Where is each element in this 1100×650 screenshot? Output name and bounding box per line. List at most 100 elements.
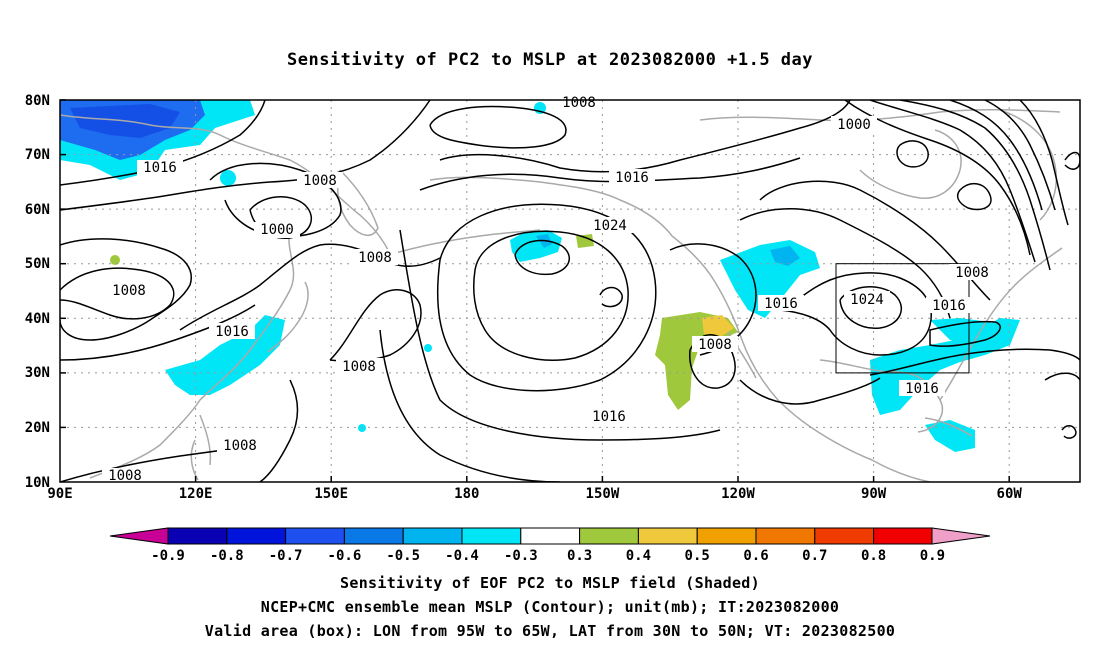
lon-label: 180: [454, 486, 479, 502]
colorbar-cell: [520, 527, 581, 545]
contour-line: [599, 286, 623, 308]
lon-label: 90W: [861, 486, 887, 502]
lon-label: 60W: [997, 486, 1023, 502]
contour-line: [1061, 425, 1077, 439]
map-frame: [59, 99, 1081, 483]
contour-line: [949, 100, 1043, 211]
caption-line-3: Valid area (box): LON from 95W to 65W, L…: [204, 622, 896, 640]
contour-line: [896, 140, 929, 168]
contour-label: 1008: [358, 250, 392, 266]
lat-label: 60N: [25, 202, 50, 218]
contour-label: 1008: [955, 265, 989, 281]
contour-line: [1044, 372, 1080, 381]
shade-atlantic-cyan: [930, 318, 1005, 345]
contour-label: 1008: [562, 95, 596, 111]
colorbar-label: -0.7: [269, 548, 303, 564]
chart-title: Sensitivity of PC2 to MSLP at 2023082000…: [286, 50, 813, 70]
lon-label: 150W: [586, 486, 620, 502]
contour-line: [739, 377, 881, 405]
colorbar-cell: [461, 527, 522, 545]
coast-na-west: [671, 235, 813, 429]
lat-label: 50N: [25, 256, 50, 272]
colorbar-label: -0.3: [504, 548, 538, 564]
lat-label: 70N: [25, 147, 50, 163]
contour-label: 1016: [905, 381, 939, 397]
contour-line: [956, 183, 992, 211]
contour-label: 1016: [764, 296, 798, 312]
contour-line: [844, 100, 1031, 256]
lat-label: 20N: [25, 420, 50, 436]
lon-label: 120E: [179, 486, 213, 502]
contour-label: 1024: [593, 218, 627, 234]
contour-label: 1016: [615, 170, 649, 186]
lat-label: 30N: [25, 365, 50, 381]
contour-line: [869, 100, 1036, 263]
lon-label: 150E: [314, 486, 348, 502]
contour-line: [869, 348, 1080, 376]
colorbar-cell: [696, 527, 757, 545]
contour-line: [1019, 100, 1069, 226]
colorbar-label: 0.7: [802, 548, 827, 564]
coastlines: [60, 108, 1063, 482]
shade-speck-5: [358, 424, 366, 432]
shade-east-pacific-orange: [702, 315, 734, 336]
contour-line: [1064, 151, 1080, 170]
contour-line: [429, 105, 567, 149]
axis-ticks: [60, 99, 1010, 482]
colorbar-high-end: [931, 527, 991, 545]
colorbar-label: 0.5: [685, 548, 710, 564]
contour-line: [779, 272, 932, 356]
colorbar-cell: [637, 527, 698, 545]
colorbar-cell: [226, 527, 287, 545]
colorbar: -0.9 -0.8 -0.7 -0.6 -0.5 -0.4 -0.3 0.3 0.4 0.5 0.6…: [109, 527, 991, 564]
contour-line: [60, 100, 266, 186]
colorbar-label: -0.4: [445, 548, 479, 564]
coast-cuba: [924, 417, 973, 437]
contour-line: [436, 203, 657, 392]
colorbar-label: -0.8: [210, 548, 244, 564]
contour-label: 1008: [223, 438, 257, 454]
coast-hudson: [859, 129, 962, 199]
contour-label: 1008: [303, 173, 337, 189]
contour-line: [179, 243, 441, 331]
colorbar-label: -0.6: [328, 548, 362, 564]
coast-central-america: [811, 427, 931, 482]
lat-label: 80N: [25, 93, 50, 109]
colorbar-label: 0.3: [567, 548, 592, 564]
colorbar-label: 0.8: [861, 548, 886, 564]
shade-caribbean-cyan: [925, 420, 975, 452]
coast-aleutians: [391, 229, 541, 255]
contour-line: [984, 100, 1056, 211]
colorbar-label: -0.5: [386, 548, 420, 564]
contour-label: 1016: [143, 160, 177, 176]
colorbar-cells: [167, 527, 933, 545]
contour-label: 1000: [260, 222, 294, 238]
colorbar-label: 0.6: [743, 548, 768, 564]
shade-na-west-blue: [770, 246, 800, 266]
coast-canadian-arctic: [699, 108, 1061, 122]
contour-line: [60, 238, 192, 341]
shade-speck-2: [220, 170, 236, 186]
lat-labels: 80N 70N 60N 50N 40N 30N 20N 10N: [25, 93, 50, 491]
coast-taiwan-philippines: [190, 414, 212, 481]
contour-line: [259, 379, 299, 482]
contour-line: [60, 100, 431, 211]
colorbar-cell: [343, 527, 404, 545]
contour-line: [399, 229, 721, 441]
colorbar-labels: -0.9 -0.8 -0.7 -0.6 -0.5 -0.4 -0.3 0.3 0.4 0.5 0.6…: [151, 548, 945, 564]
colorbar-cell: [873, 527, 933, 545]
lon-labels: 90E 120E 150E 180 150W 120W 90W 60W: [47, 486, 1022, 502]
lat-label: 10N: [25, 475, 50, 491]
colorbar-label: 0.4: [626, 548, 651, 564]
colorbar-label: 0.9: [920, 548, 945, 564]
caption-line-1: Sensitivity of EOF PC2 to MSLP field (Sh…: [340, 574, 760, 592]
contour-label: 1008: [698, 337, 732, 353]
contour-label: 1008: [112, 283, 146, 299]
contour-line: [60, 304, 256, 361]
contour-line: [759, 180, 991, 301]
contour-line: [329, 289, 422, 362]
shade-central-pacific-green: [576, 234, 594, 248]
colorbar-cell: [755, 527, 816, 545]
caption-line-2: NCEP+CMC ensemble mean MSLP (Contour); u…: [260, 598, 840, 616]
shade-speck-3: [110, 255, 120, 265]
